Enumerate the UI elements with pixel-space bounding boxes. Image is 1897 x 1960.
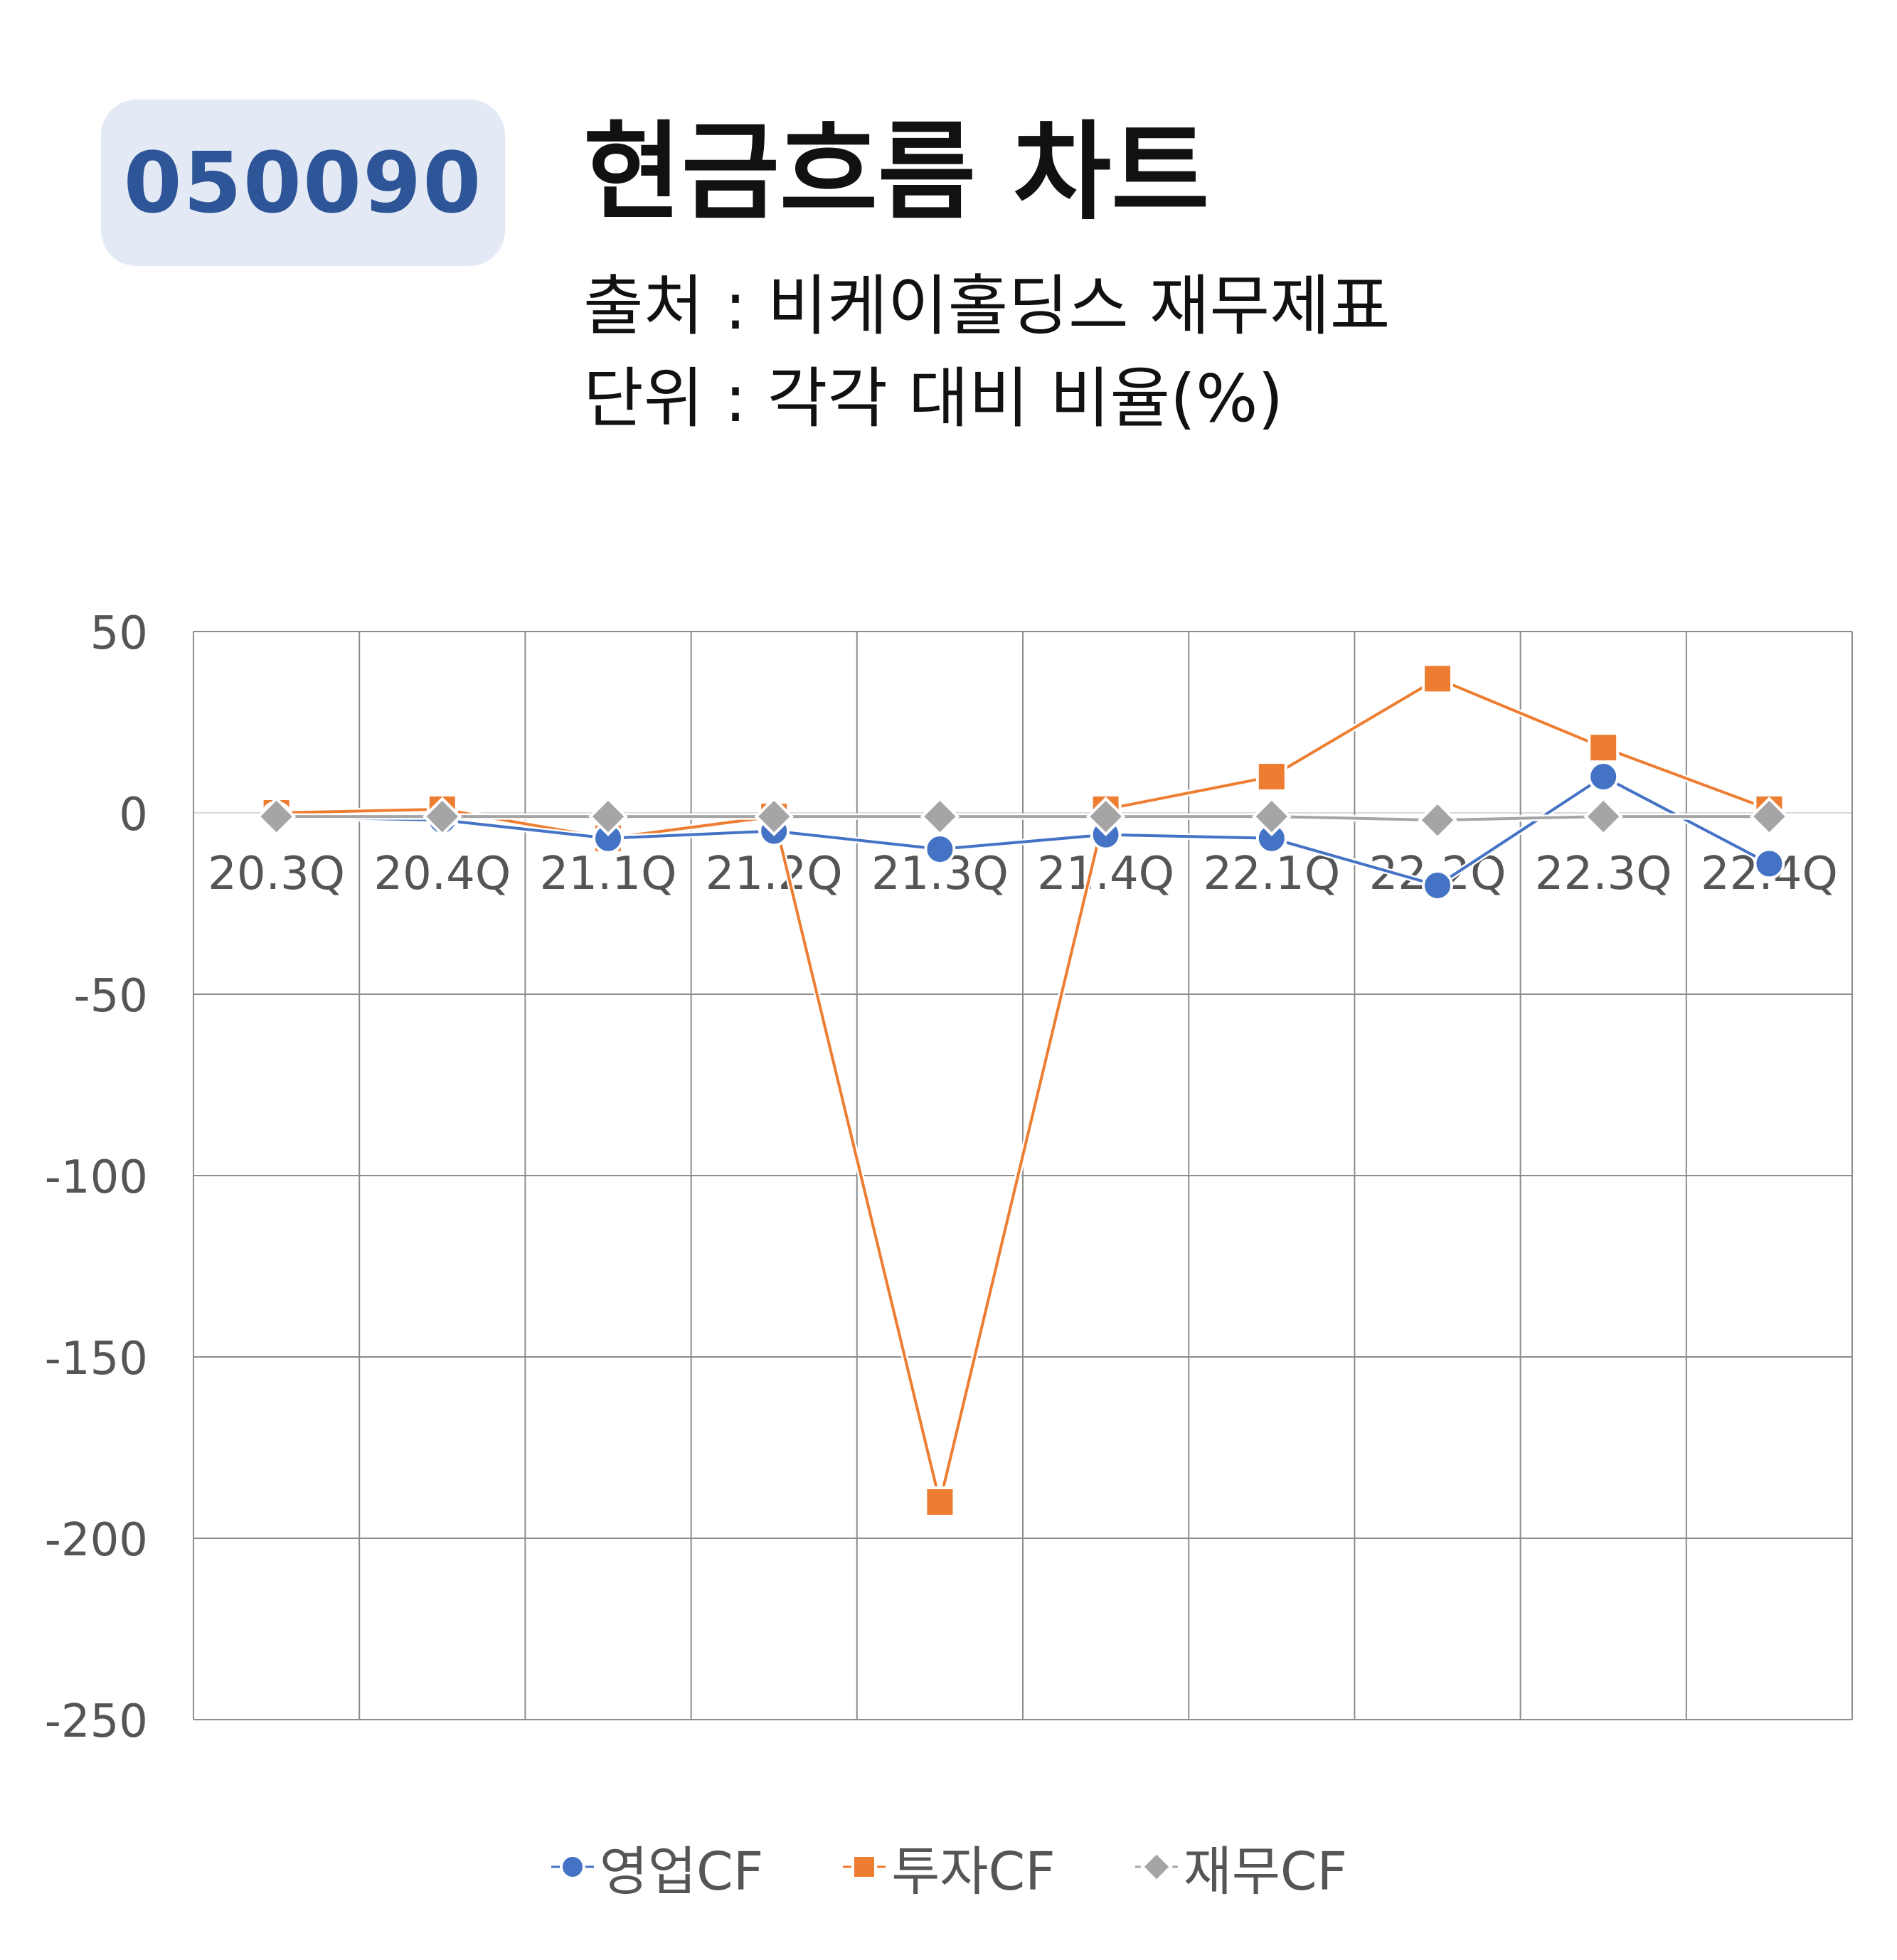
legend-item: 재무CF [1134, 1829, 1347, 1905]
x-tick-label: 21.1Q [540, 848, 677, 900]
y-tick-label: -250 [45, 1695, 148, 1748]
unit-line: 단위 : 각각 대비 비율(%) [583, 361, 1284, 437]
x-tick-label: 21.4Q [1037, 848, 1174, 900]
x-tick-label: 20.3Q [208, 848, 345, 900]
legend-label: 재무CF [1183, 1841, 1348, 1902]
x-tick-label: 22.1Q [1203, 848, 1340, 900]
legend-diamond-icon [1134, 1849, 1179, 1885]
series-points-diamond [256, 797, 1790, 841]
data-point [1583, 797, 1624, 836]
data-point [1251, 797, 1292, 836]
legend-item: 투자CF [841, 1829, 1056, 1905]
y-tick-label: -150 [45, 1333, 148, 1385]
y-tick-label: -100 [45, 1151, 148, 1204]
legend-marker-shape [851, 1854, 878, 1880]
data-point [754, 797, 795, 836]
data-point [924, 1486, 956, 1518]
data-point [256, 797, 297, 836]
series-diamond [276, 813, 1770, 824]
data-point [1422, 870, 1453, 901]
series-circle [276, 773, 1771, 889]
ticker-badge: 050090 [101, 100, 505, 266]
data-point [422, 797, 462, 836]
x-tick-label: 22.3Q [1535, 848, 1672, 900]
y-tick-label: -50 [73, 970, 148, 1023]
data-point [1588, 761, 1620, 792]
data-point [924, 833, 956, 865]
data-point [1588, 732, 1620, 764]
legend-item: 영업CF [550, 1829, 763, 1905]
data-point [1418, 800, 1457, 841]
data-point [1255, 761, 1287, 792]
legend-marker-shape [1139, 1850, 1173, 1883]
data-point [588, 797, 628, 836]
series-line [276, 775, 1770, 887]
x-tick-label: 20.4Q [373, 848, 511, 900]
legend-square-icon [841, 1849, 887, 1885]
data-point [920, 797, 960, 836]
y-tick-label: 50 [90, 607, 148, 660]
y-tick-label: 0 [119, 789, 148, 841]
data-point [1422, 663, 1453, 695]
ticker-code: 050090 [123, 134, 483, 232]
grid [193, 631, 1853, 1720]
chart-title: 현금흐름 차트 [583, 111, 1210, 235]
series-square [276, 675, 1770, 1506]
x-tick-label: 21.2Q [706, 848, 843, 900]
legend: 영업CF 투자CF 재무CF [0, 1828, 1897, 1906]
y-tick-label: -200 [45, 1514, 148, 1567]
legend-marker-shape [559, 1854, 585, 1880]
series-line [276, 677, 1770, 1503]
source-line: 출처 : 비케이홀딩스 재무제표 [583, 268, 1391, 344]
legend-circle-icon [550, 1849, 595, 1885]
legend-label: 투자CF [891, 1841, 1056, 1902]
data-point [1085, 797, 1126, 836]
data-point [1749, 797, 1790, 836]
legend-label: 영업CF [599, 1841, 764, 1902]
data-point [1753, 848, 1785, 880]
series-line [276, 815, 1770, 822]
